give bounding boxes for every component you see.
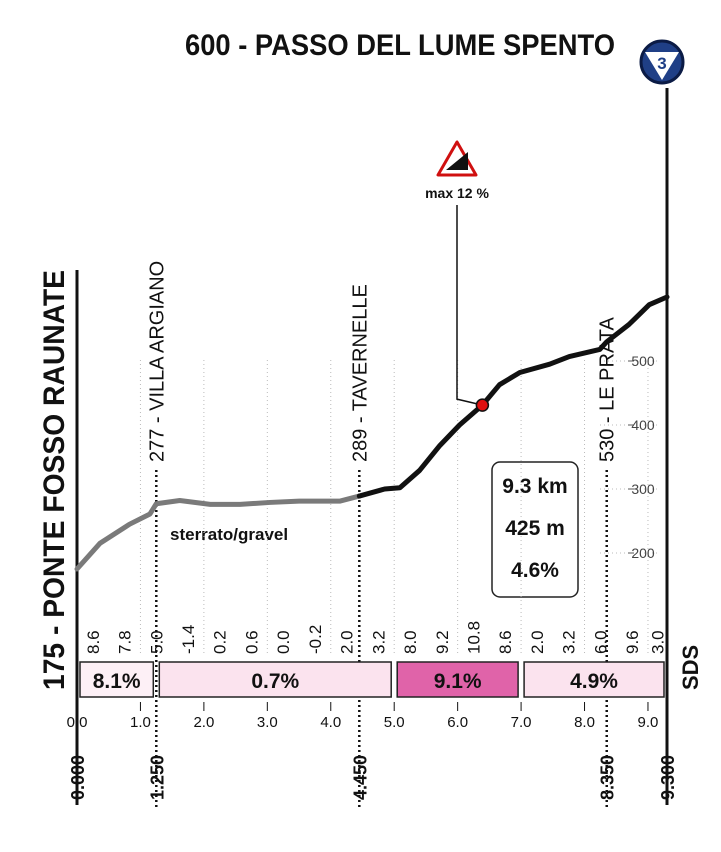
- x-tick-label: 9.0: [638, 714, 659, 731]
- stat: 9.3 km: [502, 475, 567, 498]
- warning-sign: [436, 140, 478, 177]
- brand: SDS: [678, 645, 703, 690]
- gradient-label: 0.0: [274, 630, 293, 654]
- y-tick-label: 400: [631, 417, 655, 433]
- gradient-label: 3.0: [648, 630, 667, 654]
- gradient-label: -0.2: [306, 625, 325, 654]
- gradient-segment: [79, 661, 155, 698]
- stat: 4.6%: [511, 559, 559, 582]
- leader-line: [456, 205, 483, 406]
- profile-line: [356, 294, 670, 499]
- y-tick-label: 200: [631, 545, 655, 561]
- gradient-segment: [158, 661, 392, 698]
- waypoint-label: 277 - VILLA ARGIANO: [146, 261, 168, 462]
- gradient-segment: [396, 661, 519, 698]
- gradient-label: 2.0: [338, 630, 357, 654]
- x-tick-label: 1.0: [130, 714, 151, 731]
- warning-icon: [446, 152, 468, 170]
- gradient-label: -1.4: [179, 625, 198, 654]
- y-tick-label: 500: [631, 353, 655, 369]
- waypoint-km: 8.350: [598, 755, 618, 800]
- segment-label: 0.7%: [251, 670, 299, 693]
- segment-label: 9.1%: [434, 670, 482, 693]
- waypoint-km: 9.300: [658, 755, 678, 800]
- max-gradient-label: max 12 %: [425, 185, 489, 201]
- gradient-label: 0.2: [211, 630, 230, 654]
- waypoint-label: 289 - TAVERNELLE: [349, 284, 371, 462]
- waypoint-label: 530 - LE PRATA: [597, 316, 619, 462]
- x-tick-label: 5.0: [384, 714, 405, 731]
- y-tick-label: 300: [631, 481, 655, 497]
- gradient-label: 3.2: [560, 630, 579, 654]
- chart-title: 600 - PASSO DEL LUME SPENTO: [185, 29, 615, 62]
- max-gradient-point: [475, 398, 490, 412]
- x-tick-label: 8.0: [574, 714, 595, 731]
- start-label: 175 - PONTE FOSSO RAUNATE: [38, 270, 71, 690]
- stats-box: 9.3 km 425 m 4.6%: [491, 461, 579, 598]
- waypoint-km: 4.450: [350, 755, 370, 800]
- gradient-segment: [523, 661, 665, 698]
- x-tick-label: 2.0: [193, 714, 214, 731]
- stats-frame: [491, 461, 579, 598]
- stat: 425 m: [505, 517, 565, 540]
- x-tick-label: 4.0: [320, 714, 341, 731]
- gradient-label: 0.6: [242, 630, 261, 654]
- gradient-label: 8.6: [84, 630, 103, 654]
- gradient-label: 5.0: [147, 630, 166, 654]
- gradient-label: 9.6: [623, 630, 642, 654]
- waypoint-km: 1.250: [147, 755, 167, 800]
- x-tick-label: 3.0: [257, 714, 278, 731]
- badge-triangle: [645, 52, 679, 80]
- gradient-label: 2.0: [528, 630, 547, 654]
- surface-note: sterrato/gravel: [170, 525, 288, 544]
- plot: 0.0 1.0 2.0 3.0 4.0 5.0 6.0 7.0 8.0 9.0 200 300 400 5…: [67, 88, 678, 810]
- gradient-label: 9.2: [433, 630, 452, 654]
- segment-label: 8.1%: [93, 670, 141, 693]
- badge: 3: [639, 39, 685, 85]
- profile-line: [74, 493, 362, 572]
- gradient-label: 8.0: [401, 630, 420, 654]
- x-tick-label: 7.0: [511, 714, 532, 731]
- segment-label: 4.9%: [570, 670, 618, 693]
- badge-number: 3: [657, 54, 666, 73]
- gradient-label: 8.6: [496, 630, 515, 654]
- x-tick-label: 6.0: [447, 714, 468, 731]
- gradient-label: 6.0: [591, 630, 610, 654]
- gradient-label: 10.8: [465, 621, 484, 654]
- gradient-label: 3.2: [369, 630, 388, 654]
- gradient-label: 7.8: [116, 630, 135, 654]
- waypoint-km: 0.000: [68, 755, 88, 800]
